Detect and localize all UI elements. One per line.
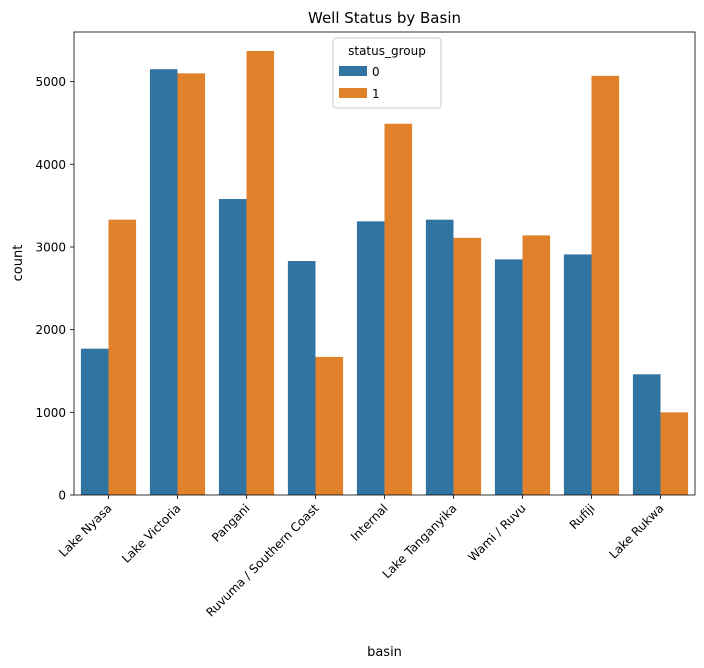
bar-3-series-1 xyxy=(315,356,344,495)
y-tick-label-2: 2000 xyxy=(35,323,66,337)
x-tick-label-8: Lake Rukwa xyxy=(606,501,666,561)
bar-7-series-1 xyxy=(591,75,620,495)
legend-swatch-1 xyxy=(339,88,367,98)
bar-8-series-1 xyxy=(660,412,689,495)
bar-6-series-0 xyxy=(494,259,523,495)
bar-3-series-0 xyxy=(287,261,316,495)
legend-label-1: 1 xyxy=(372,87,380,101)
chart-title: Well Status by Basin xyxy=(308,9,461,27)
x-tick-label-2: Pangani xyxy=(209,501,253,545)
bar-5-series-0 xyxy=(425,219,454,495)
bars-group xyxy=(80,51,689,496)
legend-label-0: 0 xyxy=(372,65,380,79)
x-tick-label-0: Lake Nyasa xyxy=(56,501,115,560)
x-tick-label-1: Lake Victoria xyxy=(119,501,184,566)
y-tick-label-1: 1000 xyxy=(35,406,66,420)
y-tick-label-3: 3000 xyxy=(35,240,66,254)
plot-frame xyxy=(73,31,696,496)
y-axis-label: count xyxy=(11,245,26,282)
bar-4-series-1 xyxy=(384,123,413,495)
bar-1-series-1 xyxy=(177,73,206,495)
bar-2-series-0 xyxy=(218,199,247,495)
bar-5-series-1 xyxy=(453,237,482,496)
y-tick-label-0: 0 xyxy=(58,489,66,503)
x-tick-label-5: Lake Tanganyika xyxy=(380,501,460,581)
x-axis-label: basin xyxy=(367,645,402,660)
y-tick-label-4: 4000 xyxy=(35,158,66,172)
x-tick-label-4: Internal xyxy=(348,501,391,544)
y-tick-label-5: 5000 xyxy=(35,75,66,89)
bar-8-series-0 xyxy=(632,374,661,495)
x-tick-label-3: Ruvuma / Southern Coast xyxy=(203,501,321,619)
x-tick-label-6: Wami / Ruvu xyxy=(466,501,529,564)
bar-2-series-1 xyxy=(246,51,275,495)
x-tick-label-7: Rufiji xyxy=(567,501,598,532)
legend-title: status_group xyxy=(348,44,426,58)
legend-swatch-0 xyxy=(339,66,367,76)
y-axis: 0 1000 2000 3000 4000 5000 xyxy=(35,75,74,503)
bar-4-series-0 xyxy=(356,221,385,495)
bar-0-series-0 xyxy=(80,348,109,495)
bar-1-series-0 xyxy=(149,69,178,496)
legend: status_group 0 1 xyxy=(332,37,442,109)
bar-0-series-1 xyxy=(108,219,137,495)
bar-6-series-1 xyxy=(522,235,551,495)
bar-7-series-0 xyxy=(563,254,592,495)
